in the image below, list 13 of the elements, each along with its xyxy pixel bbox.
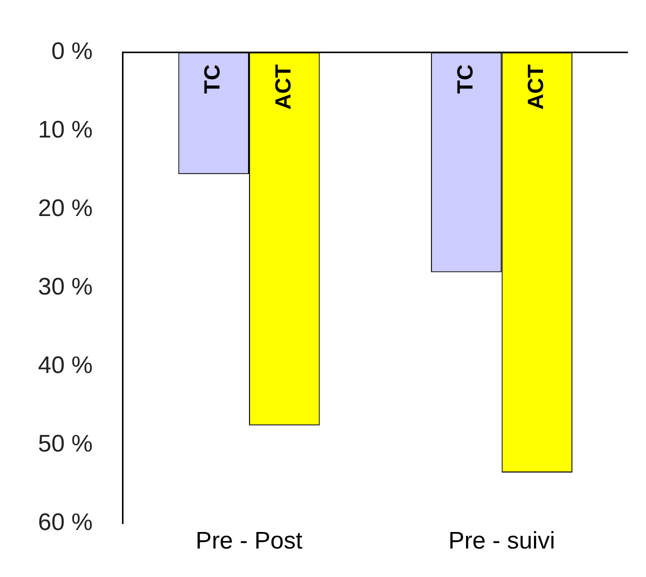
text: TC [452,64,478,94]
text: ACT [523,64,548,110]
y-tick-label: 60 % [38,509,93,536]
y-tick-label: 20 % [38,195,93,222]
x-tick-label: Pre - Post [196,528,303,555]
y-tick-label: 30 % [38,274,93,301]
y-tick-label: 10 % [38,116,93,144]
y-tick-label: 50 % [38,430,93,458]
y-tick-label: 0 % [51,38,93,66]
series-label: ACT [270,64,296,110]
x-tick-label: Pre - suivi [448,528,556,555]
series-label: TC [200,64,225,94]
y-tick-label: 40 % [38,352,93,380]
